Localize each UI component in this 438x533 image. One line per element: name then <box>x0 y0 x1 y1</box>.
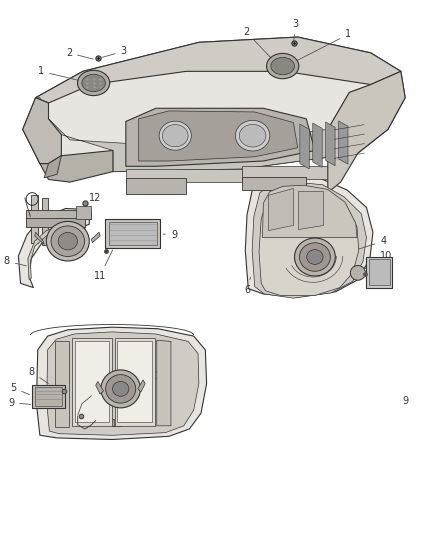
Text: 11: 11 <box>94 250 113 281</box>
Ellipse shape <box>106 375 136 403</box>
Polygon shape <box>76 206 92 219</box>
Text: 6: 6 <box>244 277 251 295</box>
Polygon shape <box>26 218 85 227</box>
Text: 9: 9 <box>163 230 177 240</box>
Polygon shape <box>245 176 373 297</box>
Polygon shape <box>44 156 61 178</box>
Ellipse shape <box>78 70 110 95</box>
Polygon shape <box>47 332 199 435</box>
Polygon shape <box>369 259 390 286</box>
Ellipse shape <box>239 124 266 147</box>
Text: 8: 8 <box>28 367 48 384</box>
Text: 2: 2 <box>243 27 278 65</box>
Polygon shape <box>36 327 207 440</box>
Text: 9: 9 <box>379 264 386 274</box>
Polygon shape <box>115 338 155 426</box>
Ellipse shape <box>113 382 129 396</box>
Polygon shape <box>32 385 65 408</box>
Polygon shape <box>252 182 367 298</box>
Polygon shape <box>92 232 100 243</box>
Text: 12: 12 <box>145 371 167 384</box>
Text: 5: 5 <box>10 383 30 394</box>
Polygon shape <box>35 37 401 103</box>
Polygon shape <box>138 380 145 392</box>
Polygon shape <box>72 338 112 426</box>
Ellipse shape <box>267 53 299 79</box>
Polygon shape <box>139 111 298 161</box>
Polygon shape <box>259 189 359 295</box>
Text: 7: 7 <box>64 417 77 427</box>
Polygon shape <box>23 37 405 172</box>
Polygon shape <box>325 122 335 166</box>
Text: 9: 9 <box>8 398 31 408</box>
Polygon shape <box>242 166 328 180</box>
Ellipse shape <box>300 243 330 271</box>
Text: 10: 10 <box>360 251 392 271</box>
Text: 2: 2 <box>66 48 93 59</box>
Polygon shape <box>96 382 103 394</box>
Polygon shape <box>26 209 92 219</box>
Text: 1: 1 <box>38 66 87 82</box>
Polygon shape <box>105 219 160 248</box>
Text: 12: 12 <box>84 193 102 204</box>
Text: 11: 11 <box>111 410 124 429</box>
Ellipse shape <box>51 226 85 256</box>
Text: 8: 8 <box>4 256 26 266</box>
Polygon shape <box>18 208 89 288</box>
Polygon shape <box>23 98 61 164</box>
Polygon shape <box>117 342 152 422</box>
Ellipse shape <box>159 121 191 150</box>
Text: 9: 9 <box>402 396 408 406</box>
Polygon shape <box>28 223 85 280</box>
Text: 3: 3 <box>293 19 299 41</box>
Polygon shape <box>75 342 110 422</box>
Ellipse shape <box>235 120 270 151</box>
Polygon shape <box>242 177 306 190</box>
Polygon shape <box>339 121 348 164</box>
Polygon shape <box>367 257 392 288</box>
Polygon shape <box>40 150 113 182</box>
Polygon shape <box>328 71 405 192</box>
Polygon shape <box>268 189 293 231</box>
Polygon shape <box>31 195 38 243</box>
Polygon shape <box>313 123 322 167</box>
Polygon shape <box>126 108 315 166</box>
Ellipse shape <box>162 125 188 147</box>
Ellipse shape <box>350 265 365 280</box>
Ellipse shape <box>82 74 106 92</box>
Polygon shape <box>35 85 371 172</box>
Text: 3: 3 <box>102 46 127 58</box>
Ellipse shape <box>271 58 294 75</box>
Text: 4: 4 <box>338 236 386 256</box>
Polygon shape <box>42 198 49 245</box>
Ellipse shape <box>307 249 323 264</box>
Ellipse shape <box>46 221 89 261</box>
Ellipse shape <box>58 232 78 250</box>
Polygon shape <box>262 185 357 238</box>
Polygon shape <box>35 387 62 406</box>
Ellipse shape <box>294 238 336 276</box>
Polygon shape <box>157 341 171 426</box>
Ellipse shape <box>101 370 141 408</box>
Polygon shape <box>55 342 69 427</box>
Polygon shape <box>298 191 324 229</box>
Polygon shape <box>109 222 157 245</box>
Polygon shape <box>126 169 242 182</box>
Polygon shape <box>300 124 309 169</box>
Text: 1: 1 <box>291 29 351 64</box>
Polygon shape <box>35 232 44 244</box>
Polygon shape <box>126 178 186 193</box>
